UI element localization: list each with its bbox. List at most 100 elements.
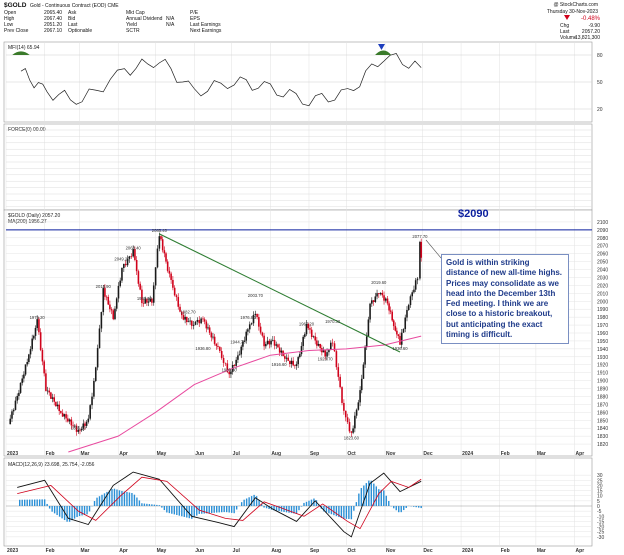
- candle-body: [331, 342, 334, 344]
- candle-body: [190, 320, 193, 326]
- candle-body: [307, 323, 310, 329]
- candle-body: [287, 357, 289, 361]
- price-annotation: 1909.80: [222, 367, 238, 372]
- candle-body: [135, 259, 138, 272]
- macd-histogram-bar: [293, 506, 295, 514]
- candle-body: [11, 411, 13, 419]
- x-axis-month-label: 2024: [462, 451, 473, 457]
- macd-histogram-bar: [178, 506, 181, 516]
- macd-histogram-bar: [116, 489, 118, 506]
- macd-histogram-bar: [173, 506, 176, 515]
- candle-body: [324, 350, 326, 357]
- macd-histogram-bar: [240, 502, 243, 506]
- candle-body: [254, 313, 257, 315]
- macd-tick-label: -15: [597, 519, 604, 525]
- macd-histogram-bar: [303, 502, 305, 506]
- candle-body: [238, 354, 241, 356]
- force-panel: [3, 123, 593, 211]
- price-tick-label: 1900: [597, 379, 608, 385]
- price-tick-label: 2090: [597, 228, 608, 234]
- mfi-line: [20, 53, 422, 107]
- macd-histogram-bar: [343, 506, 345, 519]
- macd-histogram-bar: [368, 480, 370, 506]
- candle-body: [34, 327, 37, 336]
- candle-body: [126, 258, 129, 266]
- macd-histogram-bar: [325, 506, 328, 513]
- candle-body: [75, 425, 78, 432]
- candle-body: [19, 382, 22, 393]
- price-annotation: 1970.30: [325, 319, 341, 324]
- macd-histogram-bar: [403, 506, 405, 511]
- candle-body: [388, 303, 390, 311]
- macd-histogram-bar: [413, 506, 415, 507]
- macd-histogram-bar: [88, 506, 91, 512]
- candle-body: [252, 314, 255, 324]
- candle-body: [26, 362, 28, 365]
- last-value: 2057.20: [582, 29, 600, 35]
- macd-histogram-bar: [151, 504, 153, 506]
- candle-body: [328, 350, 330, 353]
- candle-body: [310, 329, 313, 337]
- price-tick-label: 1830: [597, 434, 608, 440]
- mfi-tick-label: 80: [597, 53, 603, 59]
- macd-tick-label: -25: [597, 530, 604, 536]
- header-field-value: 2067.10: [44, 28, 62, 34]
- candle-body: [80, 428, 83, 431]
- candle-body: [207, 327, 209, 329]
- candle-body: [407, 305, 410, 311]
- candle-body: [362, 364, 365, 379]
- candle-body: [149, 298, 152, 302]
- candle-body: [304, 334, 306, 337]
- price-annotation: 2085.40: [152, 228, 168, 233]
- candle-body: [165, 253, 167, 262]
- macd-histogram-bar: [166, 506, 168, 513]
- candle-body: [154, 267, 157, 286]
- candle-body: [372, 300, 375, 302]
- candle-body: [259, 326, 262, 333]
- candle-body: [275, 344, 278, 346]
- price-annotation: 2063.40: [126, 245, 142, 250]
- candle-body: [394, 326, 397, 331]
- macd-histogram-bar: [26, 499, 28, 506]
- macd-histogram-bar: [345, 506, 348, 519]
- candle-body: [220, 350, 223, 358]
- macd-histogram-bar: [250, 496, 253, 506]
- candle-body: [289, 360, 291, 364]
- candle-body: [333, 343, 336, 352]
- candle-body: [215, 343, 218, 346]
- price-annotation: 1836.60: [71, 425, 87, 430]
- x-axis-month-label: Mar: [537, 451, 546, 457]
- candle-body: [185, 316, 188, 323]
- volume-label: Volume: [560, 35, 577, 41]
- down-arrow-icon: [564, 15, 570, 20]
- candle-body: [102, 288, 105, 313]
- candle-body: [273, 339, 276, 346]
- macd-histogram-bar: [263, 506, 265, 508]
- candle-body: [194, 321, 197, 325]
- x-axis-month-label: Nov: [386, 548, 396, 554]
- macd-histogram-bar: [233, 506, 235, 514]
- macd-tick-label: 20: [597, 483, 603, 489]
- candle-body: [119, 280, 122, 286]
- macd-histogram-bar: [98, 496, 101, 506]
- candle-body: [374, 296, 377, 302]
- macd-histogram-bar: [335, 506, 338, 517]
- macd-histogram-bar: [143, 503, 146, 506]
- candle-body: [23, 374, 25, 379]
- price-annotation: 2049.20: [114, 256, 130, 261]
- candle-body: [160, 236, 162, 240]
- macd-tick-label: 5: [597, 499, 600, 505]
- candle-body: [357, 402, 360, 410]
- macd-histogram-bar: [253, 494, 255, 506]
- candle-body: [48, 390, 51, 393]
- x-axis-month-label: Apr: [576, 548, 585, 554]
- price-tick-label: 2100: [597, 220, 608, 226]
- candle-body: [224, 362, 227, 364]
- candle-body: [381, 292, 384, 296]
- candle-body: [319, 343, 321, 348]
- macd-histogram-bar: [353, 506, 355, 511]
- macd-histogram-bar: [420, 506, 422, 509]
- candle-body: [156, 248, 159, 268]
- candle-body: [70, 419, 73, 426]
- macd-histogram-bar: [243, 499, 245, 506]
